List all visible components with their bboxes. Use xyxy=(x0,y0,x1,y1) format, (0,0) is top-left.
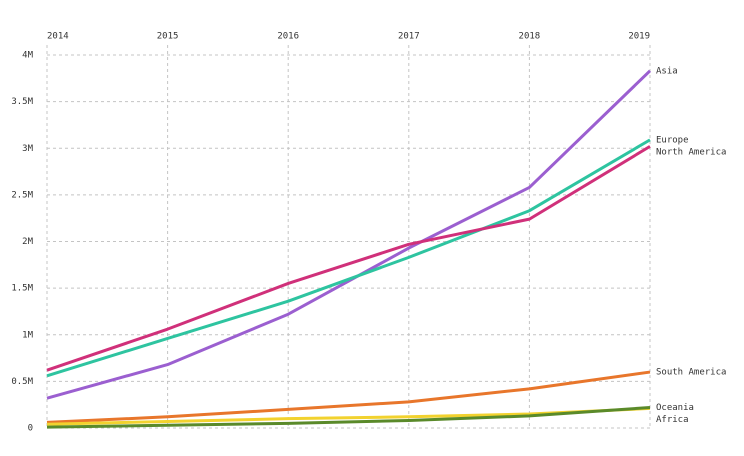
series-label: Oceania xyxy=(656,403,694,413)
y-tick-label: 3M xyxy=(22,144,33,154)
y-tick-label: 1.5M xyxy=(11,284,33,294)
series-line xyxy=(46,370,651,424)
series-line xyxy=(46,145,651,372)
y-tick-label: 1M xyxy=(22,330,33,340)
series-line xyxy=(46,138,651,378)
y-tick-label: 4M xyxy=(22,51,33,61)
series-label: South America xyxy=(656,368,726,378)
y-tick-label: 2.5M xyxy=(11,190,33,200)
x-tick-label: 2017 xyxy=(398,32,420,42)
series-label: Africa xyxy=(656,415,689,425)
series-line xyxy=(46,405,651,429)
series-line xyxy=(46,69,652,400)
series-label: Europe xyxy=(656,135,689,145)
y-tick-label: 3.5M xyxy=(11,97,33,107)
y-tick-label: 2M xyxy=(22,237,33,247)
series-label: Asia xyxy=(656,66,678,76)
y-tick-label: 0 xyxy=(28,424,33,434)
x-tick-label: 2015 xyxy=(157,32,179,42)
x-tick-label: 2018 xyxy=(519,32,541,42)
x-tick-label: 2016 xyxy=(277,32,299,42)
series-label: North America xyxy=(656,147,726,157)
y-tick-label: 0.5M xyxy=(11,377,33,387)
x-tick-label: 2014 xyxy=(47,32,69,42)
x-tick-label: 2019 xyxy=(628,32,650,42)
